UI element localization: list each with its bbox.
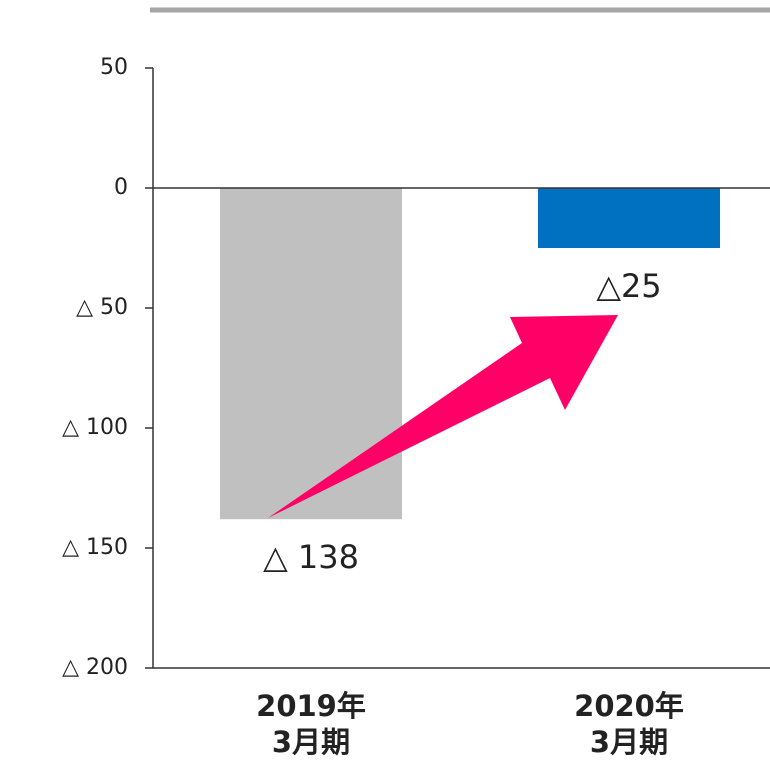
bar <box>538 188 720 248</box>
y-tick-label: 0 <box>114 175 128 200</box>
y-tick-label: 50 <box>100 55 128 80</box>
x-tick-label: 2019年 3月期 <box>256 689 366 759</box>
x-tick-label: 2020年 3月期 <box>574 689 684 759</box>
y-tick-label: △ 150 <box>62 535 128 560</box>
y-tick-label: △ 50 <box>76 295 128 320</box>
trend-arrow <box>268 315 618 518</box>
y-tick-label: △ 100 <box>62 415 128 440</box>
bar <box>220 188 402 520</box>
y-tick-label: △ 200 <box>62 655 128 680</box>
value-label: △ 138 <box>263 538 359 576</box>
value-label: △25 <box>596 267 661 305</box>
